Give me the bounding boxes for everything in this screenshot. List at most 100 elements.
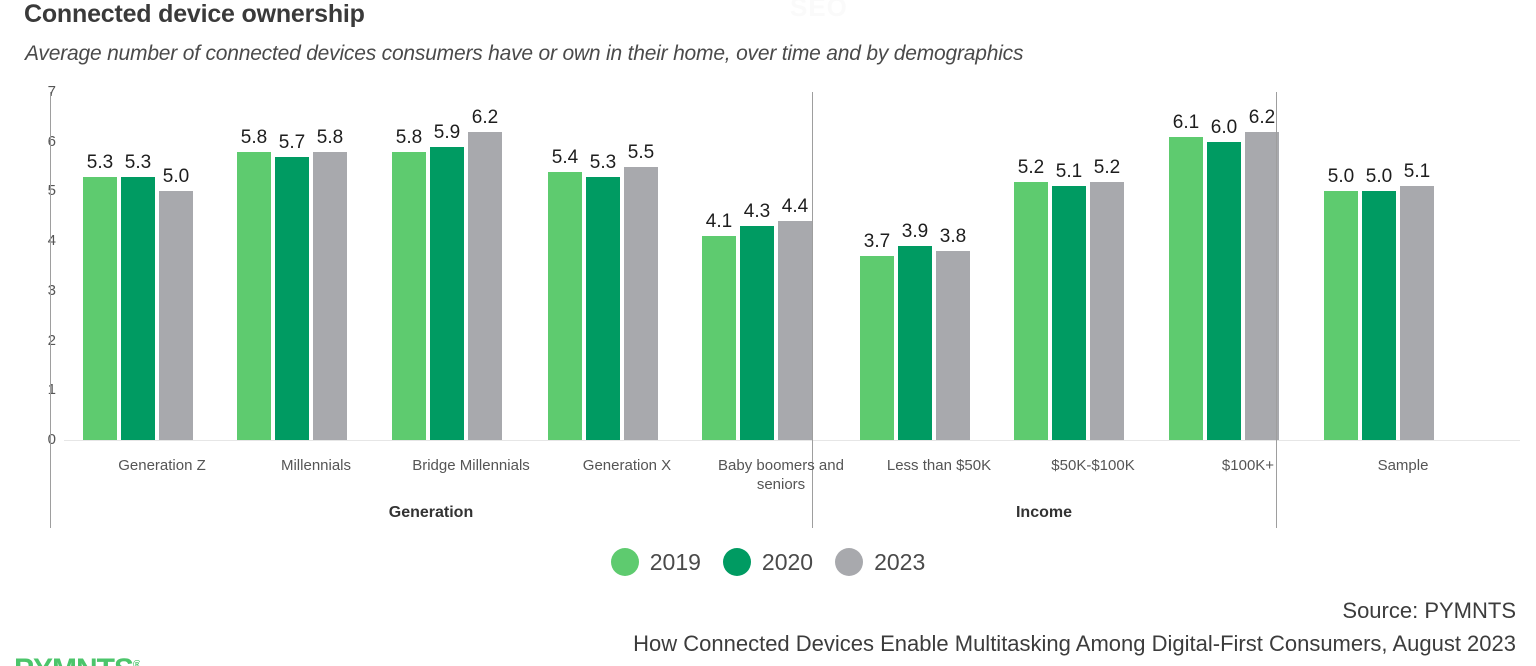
bar-rect[interactable]: [1400, 186, 1434, 440]
bar-value-label: 5.2: [1017, 156, 1045, 178]
legend-label: 2019: [649, 548, 701, 575]
panel-separator-income-sample: [1276, 92, 1277, 528]
bar-item[interactable]: 5.2: [1090, 157, 1124, 440]
bar-item[interactable]: 5.0: [1324, 166, 1358, 440]
bar-item[interactable]: 5.7: [275, 132, 309, 440]
bar-item[interactable]: 4.4: [778, 196, 812, 440]
bar-rect[interactable]: [624, 166, 658, 440]
bar-rect[interactable]: [740, 226, 774, 440]
bar-rect[interactable]: [586, 176, 620, 440]
bar-rect[interactable]: [1362, 191, 1396, 440]
bar-rect[interactable]: [778, 221, 812, 440]
bar-value-label: 5.8: [395, 126, 423, 148]
bar-rect[interactable]: [430, 146, 464, 440]
bar-item[interactable]: 5.0: [159, 166, 193, 440]
y-axis-tick-2: 2: [47, 331, 56, 349]
bar-rect[interactable]: [860, 256, 894, 440]
bar-value-label: 5.8: [240, 126, 268, 148]
bar-item[interactable]: 5.5: [624, 142, 658, 440]
bar-item[interactable]: 3.8: [936, 226, 970, 440]
bar-rect[interactable]: [1207, 141, 1241, 440]
bar-item[interactable]: 5.8: [392, 127, 426, 440]
y-axis-line: [50, 92, 51, 528]
bar-item[interactable]: 5.3: [121, 152, 155, 440]
bar-rect[interactable]: [1169, 136, 1203, 440]
bar-value-label: 5.0: [1365, 166, 1393, 188]
bar-value-label: 6.2: [471, 106, 499, 128]
bar-rect[interactable]: [1052, 186, 1086, 440]
bar-value-label: 6.2: [1248, 106, 1276, 128]
bar-item[interactable]: 4.1: [702, 211, 736, 440]
bar-rect[interactable]: [313, 151, 347, 440]
bar-rect[interactable]: [702, 236, 736, 440]
bar-rect[interactable]: [1245, 131, 1279, 440]
legend-item-2019[interactable]: 2019: [610, 548, 701, 576]
bar-rect[interactable]: [548, 171, 582, 440]
bar-item[interactable]: 3.9: [898, 221, 932, 440]
bar-item[interactable]: 5.0: [1362, 166, 1396, 440]
x-axis-category-label: Bridge Millennials: [412, 457, 530, 474]
y-axis-tick-0: 0: [47, 431, 56, 448]
category-labels: Generation Z Millennials Bridge Millennial…: [64, 456, 1520, 502]
bar-item[interactable]: 5.1: [1052, 161, 1086, 440]
legend-label: 2020: [761, 548, 814, 575]
bar-item[interactable]: 5.9: [430, 122, 464, 440]
bar-item[interactable]: 5.3: [586, 152, 620, 440]
legend-item-2023[interactable]: 2023: [835, 548, 925, 576]
bar-rect[interactable]: [392, 151, 426, 440]
panel-title-generation: Generation: [388, 504, 474, 521]
y-axis-tick-7: 7: [47, 83, 56, 100]
bar-value-label: 6.0: [1210, 116, 1238, 138]
bar-value-label: 5.9: [433, 121, 461, 143]
bar-rect[interactable]: [1324, 191, 1358, 440]
bar-rect[interactable]: [83, 176, 117, 440]
source-text: Source: PYMNTS: [1342, 598, 1516, 623]
bar-value-label: 5.3: [124, 151, 152, 173]
bar-rect[interactable]: [1090, 181, 1124, 440]
panel-title-income: Income: [1015, 504, 1072, 521]
bar-group: 5.0 5.0 5.1: [1319, 92, 1439, 440]
bar-item[interactable]: 6.1: [1169, 112, 1203, 440]
y-axis-tick-5: 5: [47, 182, 56, 200]
bar-group: 5.3 5.3 5.0: [78, 92, 198, 440]
bar-item[interactable]: 5.1: [1400, 161, 1434, 440]
legend-swatch-icon: [610, 548, 639, 576]
y-axis-tick-4: 4: [47, 232, 56, 250]
bar-item[interactable]: 5.8: [313, 127, 347, 440]
bar-value-label: 5.7: [278, 131, 306, 153]
legend-item-2020[interactable]: 2020: [722, 548, 814, 576]
x-axis-category-label: Baby boomers and seniors: [718, 457, 844, 493]
bar-rect[interactable]: [275, 156, 309, 440]
bar-rect[interactable]: [121, 176, 155, 440]
x-axis-category-label: Millennials: [280, 457, 352, 474]
bar-rect[interactable]: [237, 151, 271, 440]
bar-value-label: 4.3: [743, 201, 771, 223]
bar-value-label: 5.8: [316, 126, 344, 148]
y-axis-tick-6: 6: [47, 132, 56, 150]
bar-rect[interactable]: [159, 191, 193, 440]
bar-value-label: 5.0: [162, 166, 190, 188]
bar-rect[interactable]: [898, 246, 932, 440]
pymnts-logo: PYMNTS®: [14, 650, 140, 666]
bar-item[interactable]: 3.7: [860, 231, 894, 440]
x-axis-category-label: $50K-$100K: [1051, 457, 1135, 474]
bar-rect[interactable]: [936, 251, 970, 440]
watermark-text: SEO: [790, 0, 848, 22]
bar-item[interactable]: 5.8: [237, 127, 271, 440]
chart-title: Connected device ownership: [24, 0, 365, 28]
bar-rect[interactable]: [468, 131, 502, 440]
bar-rect[interactable]: [1014, 181, 1048, 440]
bar-item[interactable]: 6.2: [468, 107, 502, 440]
x-axis-category-label: Generation X: [582, 457, 672, 474]
bar-item[interactable]: 5.2: [1014, 157, 1048, 440]
bar-item[interactable]: 5.4: [548, 147, 582, 440]
x-axis-category-label: Less than $50K: [886, 457, 992, 474]
bar-item[interactable]: 6.0: [1207, 117, 1241, 440]
bar-group: 6.1 6.0 6.2: [1164, 92, 1284, 440]
bar-item[interactable]: 5.3: [83, 152, 117, 440]
bar-item[interactable]: 4.3: [740, 201, 774, 440]
bar-value-label: 5.4: [551, 146, 579, 168]
bar-item[interactable]: 6.2: [1245, 107, 1279, 440]
legend-swatch-icon: [835, 548, 864, 576]
